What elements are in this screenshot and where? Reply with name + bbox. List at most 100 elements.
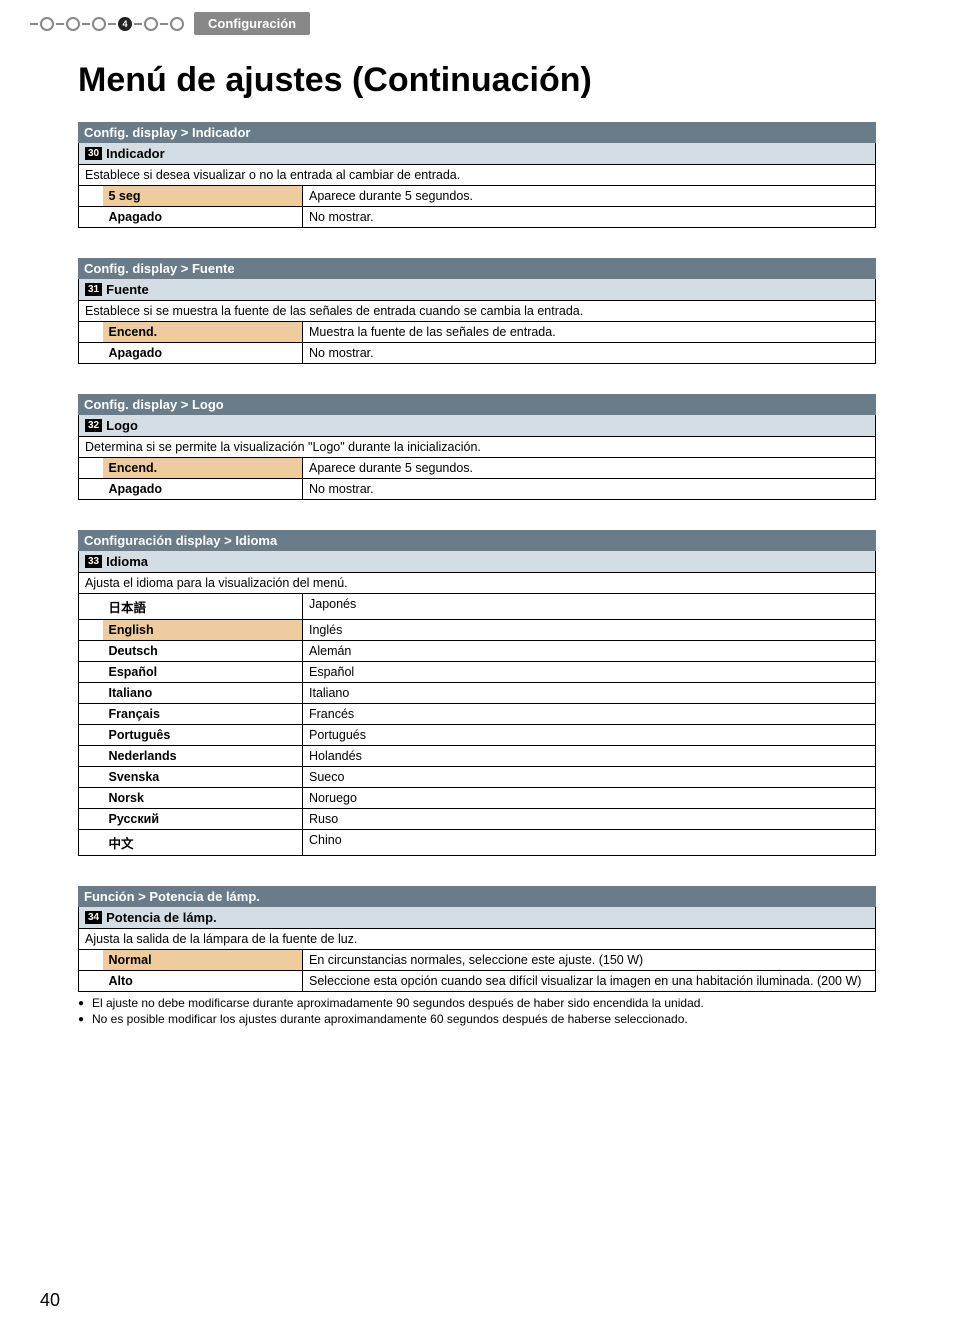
option-label: Apagado xyxy=(103,207,303,228)
option-description: No mostrar. xyxy=(303,207,876,228)
option-row: ItalianoItaliano xyxy=(79,683,876,704)
settings-block: Config. display > Fuente 31 Fuente Establec… xyxy=(78,258,876,364)
option-row: NederlandsHolandés xyxy=(79,746,876,767)
breadcrumb: Config. display > Fuente xyxy=(78,258,876,279)
setting-description: Ajusta la salida de la lámpara de la fue… xyxy=(78,929,876,950)
setting-number: 33 xyxy=(85,555,102,568)
breadcrumb: Config. display > Logo xyxy=(78,394,876,415)
option-indent xyxy=(79,683,103,704)
breadcrumb: Config. display > Indicador xyxy=(78,122,876,143)
option-indent xyxy=(79,767,103,788)
section-label: Configuración xyxy=(194,12,310,35)
option-description: Sueco xyxy=(303,767,876,788)
step-dots: 4 xyxy=(30,17,184,31)
setting-description: Establece si se muestra la fuente de las… xyxy=(78,301,876,322)
option-label: Normal xyxy=(103,950,303,971)
option-row: DeutschAlemán xyxy=(79,641,876,662)
option-label: Español xyxy=(103,662,303,683)
setting-name: Fuente xyxy=(106,282,149,297)
option-description: Francés xyxy=(303,704,876,725)
option-label: Norsk xyxy=(103,788,303,809)
option-row: AltoSeleccione esta opción cuando sea di… xyxy=(79,971,876,992)
option-label: Encend. xyxy=(103,458,303,479)
option-row: PortuguêsPortugués xyxy=(79,725,876,746)
option-indent xyxy=(79,725,103,746)
option-indent xyxy=(79,322,103,343)
option-description: Japonés xyxy=(303,594,876,620)
option-description: Seleccione esta opción cuando sea difíci… xyxy=(303,971,876,992)
setting-number: 30 xyxy=(85,147,102,160)
option-indent xyxy=(79,186,103,207)
option-row: FrançaisFrancés xyxy=(79,704,876,725)
option-description: Aparece durante 5 segundos. xyxy=(303,186,876,207)
option-indent xyxy=(79,479,103,500)
option-description: No mostrar. xyxy=(303,479,876,500)
option-indent xyxy=(79,830,103,856)
option-label: English xyxy=(103,620,303,641)
option-description: En circunstancias normales, seleccione e… xyxy=(303,950,876,971)
page-number: 40 xyxy=(40,1290,60,1311)
option-label: Svenska xyxy=(103,767,303,788)
header-strip: 4 Configuración xyxy=(0,0,954,43)
option-row: РусскийRuso xyxy=(79,809,876,830)
option-row: 中文Chino xyxy=(79,830,876,856)
option-row: ApagadoNo mostrar. xyxy=(79,207,876,228)
option-label: Português xyxy=(103,725,303,746)
setting-name: Logo xyxy=(106,418,138,433)
option-row: 日本語Japonés xyxy=(79,594,876,620)
option-indent xyxy=(79,950,103,971)
option-label: Deutsch xyxy=(103,641,303,662)
settings-block: Config. display > Indicador 30 Indicador Es… xyxy=(78,122,876,228)
option-row: 5 segAparece durante 5 segundos. xyxy=(79,186,876,207)
setting-number: 31 xyxy=(85,283,102,296)
option-label: Encend. xyxy=(103,322,303,343)
option-label: 中文 xyxy=(103,830,303,856)
option-indent xyxy=(79,971,103,992)
setting-number: 34 xyxy=(85,911,102,924)
option-indent xyxy=(79,704,103,725)
settings-block: Configuración display > Idioma 33 Idioma Aj… xyxy=(78,530,876,856)
option-description: Portugués xyxy=(303,725,876,746)
setting-description: Establece si desea visualizar o no la en… xyxy=(78,165,876,186)
setting-name-row: 30 Indicador xyxy=(78,143,876,165)
setting-name-row: 31 Fuente xyxy=(78,279,876,301)
option-row: Encend.Muestra la fuente de las señales … xyxy=(79,322,876,343)
setting-name: Indicador xyxy=(106,146,165,161)
step-active: 4 xyxy=(118,17,132,31)
option-indent xyxy=(79,788,103,809)
option-indent xyxy=(79,641,103,662)
option-description: No mostrar. xyxy=(303,343,876,364)
breadcrumb: Configuración display > Idioma xyxy=(78,530,876,551)
setting-description: Determina si se permite la visualización… xyxy=(78,437,876,458)
option-row: EnglishInglés xyxy=(79,620,876,641)
setting-description: Ajusta el idioma para la visualización d… xyxy=(78,573,876,594)
options-table: Encend.Muestra la fuente de las señales … xyxy=(78,322,876,364)
note-item: No es posible modificar los ajustes dura… xyxy=(78,1012,876,1026)
option-label: Français xyxy=(103,704,303,725)
setting-number: 32 xyxy=(85,419,102,432)
option-description: Chino xyxy=(303,830,876,856)
options-table: Encend.Aparece durante 5 segundos.Apagad… xyxy=(78,458,876,500)
option-indent xyxy=(79,207,103,228)
content-area: Config. display > Indicador 30 Indicador Es… xyxy=(0,122,954,1026)
option-label: Русский xyxy=(103,809,303,830)
option-row: SvenskaSueco xyxy=(79,767,876,788)
option-description: Inglés xyxy=(303,620,876,641)
option-row: Encend.Aparece durante 5 segundos. xyxy=(79,458,876,479)
setting-name: Idioma xyxy=(106,554,148,569)
option-indent xyxy=(79,620,103,641)
option-row: NorskNoruego xyxy=(79,788,876,809)
option-indent xyxy=(79,458,103,479)
option-indent xyxy=(79,746,103,767)
option-row: NormalEn circunstancias normales, selecc… xyxy=(79,950,876,971)
options-table: 5 segAparece durante 5 segundos.ApagadoN… xyxy=(78,186,876,228)
options-table: NormalEn circunstancias normales, selecc… xyxy=(78,950,876,992)
breadcrumb: Función > Potencia de lámp. xyxy=(78,886,876,907)
option-label: Apagado xyxy=(103,479,303,500)
setting-name-row: 33 Idioma xyxy=(78,551,876,573)
option-description: Ruso xyxy=(303,809,876,830)
options-table: 日本語JaponésEnglishInglésDeutschAlemánEspa… xyxy=(78,594,876,856)
option-description: Italiano xyxy=(303,683,876,704)
option-row: ApagadoNo mostrar. xyxy=(79,343,876,364)
option-label: Nederlands xyxy=(103,746,303,767)
